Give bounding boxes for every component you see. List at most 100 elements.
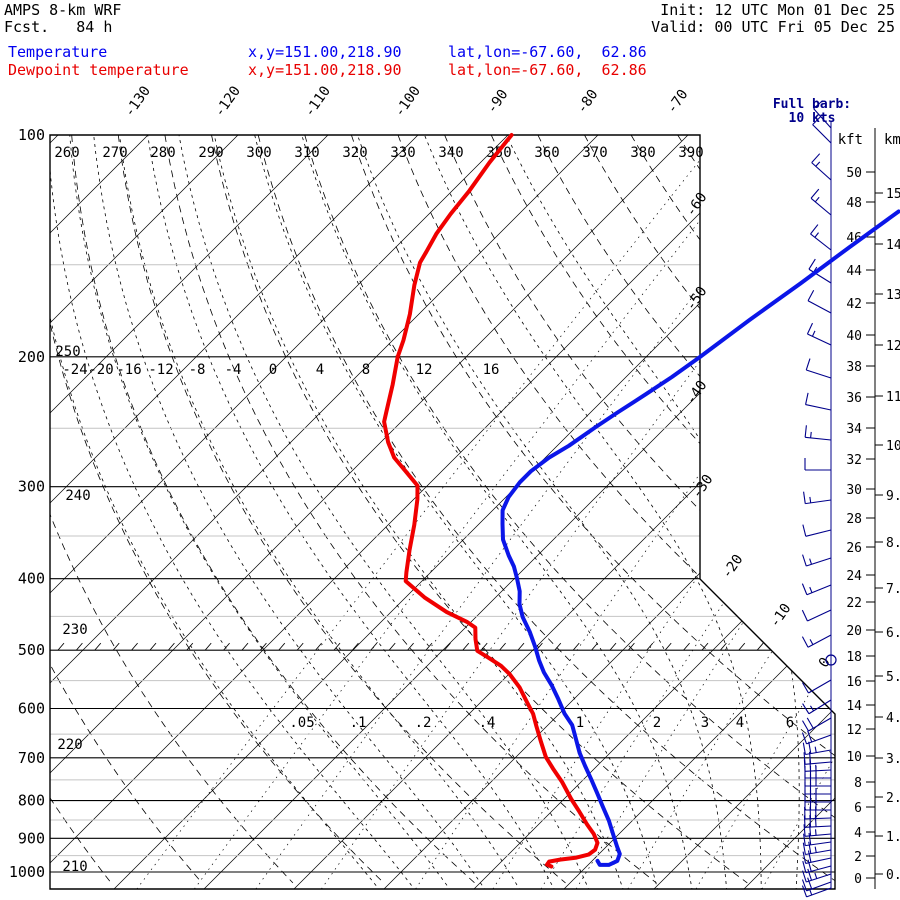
svg-text:260: 260 (54, 145, 79, 161)
svg-text:38: 38 (846, 360, 862, 375)
svg-text:16: 16 (846, 675, 862, 690)
svg-text:5.: 5. (886, 670, 900, 685)
svg-text:310: 310 (294, 145, 319, 161)
wind-barb (810, 188, 832, 216)
svg-text:-30: -30 (689, 472, 717, 502)
svg-text:0: 0 (854, 872, 862, 887)
svg-text:14: 14 (846, 699, 862, 714)
svg-text:330: 330 (390, 145, 415, 161)
svg-text:-100: -100 (392, 83, 424, 120)
svg-text:200: 200 (18, 348, 45, 366)
svg-text:210: 210 (62, 859, 87, 875)
svg-text:4: 4 (316, 362, 324, 378)
svg-text:22: 22 (846, 596, 862, 611)
svg-text:24: 24 (846, 569, 862, 584)
page-title: AMPS 8-km WRF (4, 1, 122, 19)
svg-text:900: 900 (18, 829, 45, 847)
svg-text:290: 290 (198, 145, 223, 161)
valid-time: Valid: 00 UTC Fri 05 Dec 25 (651, 18, 895, 36)
svg-text:-10: -10 (767, 601, 795, 631)
svg-text:-50: -50 (683, 284, 711, 314)
wind-barb (801, 583, 832, 596)
svg-text:380: 380 (630, 145, 655, 161)
init-time: Init: 12 UTC Mon 01 Dec 25 (660, 1, 895, 19)
wind-barb (802, 524, 832, 537)
wind-barb (802, 741, 832, 756)
svg-text:13.: 13. (886, 288, 900, 303)
pressure-gridlines (50, 135, 835, 873)
svg-text:-130: -130 (122, 83, 154, 120)
wind-barb (801, 609, 832, 622)
svg-text:390: 390 (678, 145, 703, 161)
height-scales: kft km50484644424038363432302826242220181… (838, 128, 900, 889)
svg-text:18: 18 (846, 650, 862, 665)
svg-text:12.: 12. (886, 339, 900, 354)
svg-text:4: 4 (736, 715, 744, 731)
svg-text:48: 48 (846, 196, 862, 211)
svg-text:270: 270 (102, 145, 127, 161)
svg-text:6: 6 (854, 801, 862, 816)
temperature-curve (382, 133, 600, 869)
wind-barb (813, 100, 832, 129)
svg-text:14.: 14. (886, 238, 900, 253)
wind-barb (806, 322, 832, 346)
svg-text:-16: -16 (116, 362, 141, 378)
svg-text:2.: 2. (886, 791, 900, 806)
forecast-hour: Fcst. 84 h (4, 18, 113, 36)
svg-text:9.: 9. (886, 489, 900, 504)
svg-text:3: 3 (701, 715, 709, 731)
background-grid (50, 135, 835, 889)
svg-text:700: 700 (18, 749, 45, 767)
wind-barb (801, 634, 832, 648)
svg-text:340: 340 (438, 145, 463, 161)
wind-barb (802, 850, 832, 864)
svg-text:6: 6 (786, 715, 794, 731)
svg-text:-12: -12 (148, 362, 173, 378)
svg-text:.4: .4 (479, 715, 496, 731)
wind-barb (804, 806, 832, 820)
svg-text:4: 4 (854, 826, 862, 841)
svg-text:km: km (884, 132, 900, 148)
svg-text:12: 12 (846, 723, 862, 738)
svg-text:-20: -20 (719, 552, 747, 582)
svg-text:50: 50 (846, 166, 862, 181)
wind-barb (802, 868, 832, 883)
svg-text:-8: -8 (189, 362, 206, 378)
wind-barb (803, 759, 832, 772)
svg-text:1.: 1. (886, 830, 900, 845)
svg-text:44: 44 (846, 264, 862, 279)
svg-text:.2: .2 (415, 715, 432, 731)
wind-barb (807, 289, 832, 314)
svg-text:1000: 1000 (9, 863, 45, 881)
wind-barb (825, 654, 837, 666)
svg-text:-60: -60 (683, 190, 711, 220)
svg-text:0.: 0. (886, 868, 900, 883)
wind-barb (803, 814, 832, 828)
wind-barb (805, 358, 832, 379)
svg-text:15.: 15. (886, 187, 900, 202)
wind-barb (803, 491, 832, 505)
svg-text:-80: -80 (574, 87, 602, 117)
temperature-grid-coords: x,y=151.00,218.90 (248, 43, 402, 61)
svg-text:3.: 3. (886, 752, 900, 767)
svg-text:500: 500 (18, 641, 45, 659)
svg-text:370: 370 (582, 145, 607, 161)
dewpoint-latlon: lat,lon=-67.60, 62.86 (448, 61, 647, 79)
svg-text:26: 26 (846, 541, 862, 556)
svg-text:100: 100 (18, 126, 45, 144)
wind-barb (801, 885, 832, 898)
svg-text:36: 36 (846, 391, 862, 406)
svg-text:40: 40 (846, 329, 862, 344)
svg-text:300: 300 (18, 478, 45, 496)
svg-text:-70: -70 (664, 87, 692, 117)
svg-text:-4: -4 (225, 362, 242, 378)
wind-barb (805, 392, 832, 411)
wind-barb (810, 224, 832, 251)
svg-text:0: 0 (269, 362, 277, 378)
svg-text:.1: .1 (350, 715, 367, 731)
wind-barb (804, 458, 831, 471)
svg-text:16: 16 (483, 362, 500, 378)
